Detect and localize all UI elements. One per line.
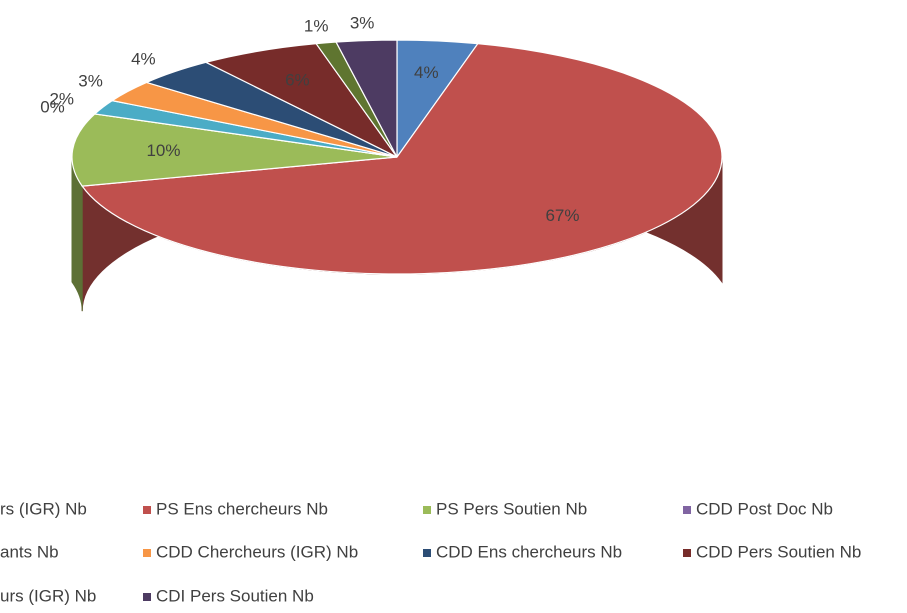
legend-label: CDD Ens chercheurs Nb [436, 542, 622, 561]
pie-slice [81, 43, 723, 275]
legend-label: urs (IGR) Nb [0, 586, 96, 605]
legend-label: CDI Pers Soutien Nb [156, 586, 314, 605]
data-label: 3% [350, 14, 375, 33]
legend-label: CDD Post Doc Nb [696, 499, 833, 518]
legend-swatch [683, 506, 691, 514]
data-label: 4% [131, 49, 156, 68]
data-label: 67% [545, 206, 579, 225]
data-label: 4% [414, 63, 439, 82]
legend-label: PS Ens chercheurs Nb [156, 499, 328, 518]
pie-slice [204, 43, 398, 158]
legend-swatch [143, 506, 151, 514]
data-label: 0% [40, 97, 65, 116]
data-label: 6% [285, 70, 310, 89]
data-label: 3% [78, 72, 103, 91]
legend-swatch [143, 549, 151, 557]
data-label: 10% [146, 141, 180, 160]
legend-label: rs (IGR) Nb [0, 499, 87, 518]
legend-swatch [143, 593, 151, 601]
legend-swatch [683, 549, 691, 557]
pie-slice [335, 39, 398, 158]
data-label: 1% [304, 16, 329, 35]
legend-label: PS Pers Soutien Nb [436, 499, 587, 518]
legend-label: CDD Chercheurs (IGR) Nb [156, 542, 358, 561]
pie-slice [71, 113, 398, 187]
legend-label: CDD Pers Soutien Nb [696, 542, 861, 561]
data-label: 2% [49, 90, 74, 109]
legend-swatch [423, 549, 431, 557]
legend-swatch [423, 506, 431, 514]
legend-label: ants Nb [0, 542, 59, 561]
